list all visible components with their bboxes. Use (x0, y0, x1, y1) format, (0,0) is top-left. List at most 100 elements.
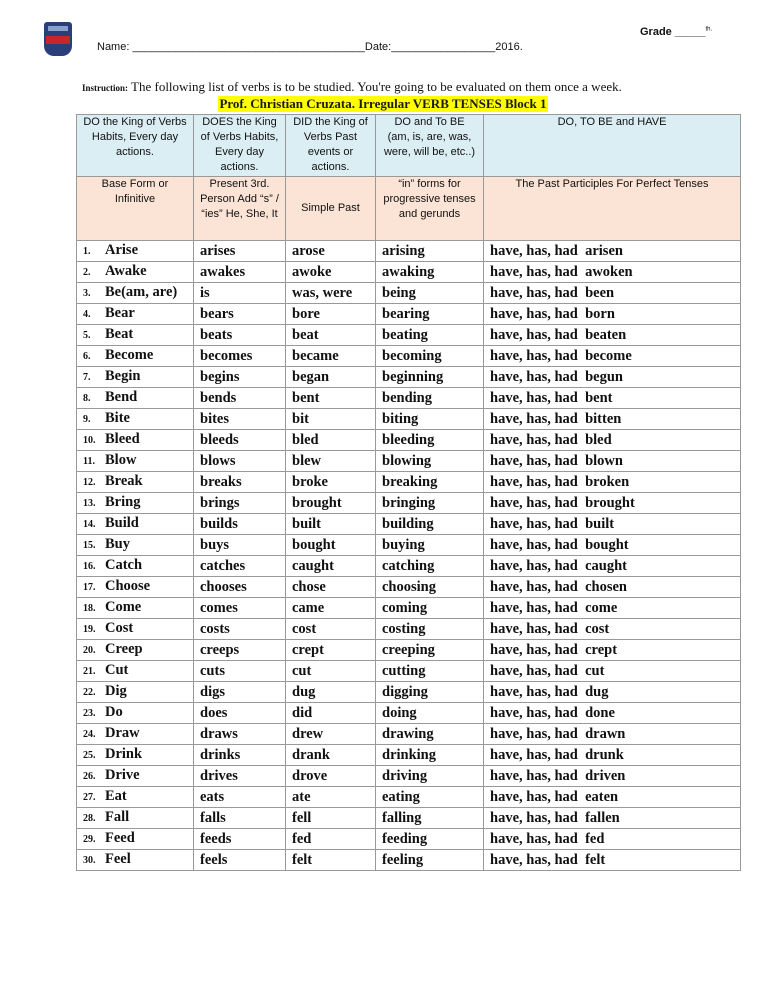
cell-text: came (292, 599, 325, 616)
row-number: 4. (83, 309, 91, 320)
table-cell: bleeding (375, 429, 484, 451)
table-cell: have, has, had drunk (483, 744, 741, 766)
cell-text: Cut (105, 662, 129, 678)
table-cell: bends (193, 387, 286, 409)
table-cell: is (193, 282, 286, 304)
table-cell: have, has, had chosen (483, 576, 741, 598)
table-cell: 11. Blow (76, 450, 194, 472)
table-row: 13. Bring brings brought bringing have, has, … (76, 492, 741, 514)
cell-text: begins (200, 368, 240, 385)
cell-text: have, has, had bent (490, 389, 613, 406)
table-cell: bled (285, 429, 376, 451)
table-cell: breaks (193, 471, 286, 493)
table-cell: dug (285, 681, 376, 703)
table-row: 27. Eat eats ate eating have, has, had eaten (76, 786, 741, 808)
cell-text: cut (292, 662, 312, 679)
cell-text: feeding (382, 830, 428, 847)
cell-text: Bring (105, 494, 141, 510)
table-cell: 27. Eat (76, 786, 194, 808)
table-cell: feeling (375, 849, 484, 871)
table-cell: falls (193, 807, 286, 829)
cell-text: choosing (382, 578, 436, 595)
table-cell: have, has, had born (483, 303, 741, 325)
row-number: 9. (83, 414, 91, 425)
cell-text: buys (200, 536, 230, 553)
table-cell: choosing (375, 576, 484, 598)
table-cell: becomes (193, 345, 286, 367)
cell-text: draws (200, 725, 238, 742)
cell-text: have, has, had chosen (490, 578, 627, 595)
cell-text: have, has, had crept (490, 641, 618, 658)
table-cell: blew (285, 450, 376, 472)
table-row: 5. Beat beats beat beating have, has, had bea… (76, 324, 741, 346)
table-cell: beating (375, 324, 484, 346)
header-cell: DO the King of Verbs Habits, Every day a… (76, 114, 194, 177)
row-number: 21. (83, 666, 96, 677)
cell-text: cutting (382, 662, 426, 679)
header-row-1: DO the King of Verbs Habits, Every day a… (76, 114, 741, 177)
row-number: 3. (83, 288, 91, 299)
cell-text: being (382, 284, 416, 301)
table-row: 6. Become becomes became becoming have, has, … (76, 345, 741, 367)
cell-text: feeds (200, 830, 232, 847)
cell-text: bending (382, 389, 432, 406)
cell-text: Break (105, 473, 143, 489)
table-cell: 14. Build (76, 513, 194, 535)
cell-text: Bite (105, 410, 130, 426)
table-cell: 30. Feel (76, 849, 194, 871)
table-row: 4. Bear bears bore bearing have, has, had bor… (76, 303, 741, 325)
table-cell: feeding (375, 828, 484, 850)
cell-text: have, has, had driven (490, 767, 626, 784)
table-cell: have, has, had brought (483, 492, 741, 514)
cell-text: crept (292, 641, 324, 658)
cell-text: Build (105, 515, 139, 531)
cell-text: drawing (382, 725, 434, 742)
table-cell: awaking (375, 261, 484, 283)
cell-text: beat (292, 326, 319, 343)
cell-text: costing (382, 620, 426, 637)
row-number: 22. (83, 687, 96, 698)
cell-text: have, has, had caught (490, 557, 627, 574)
cell-text: Drink (105, 746, 143, 762)
table-cell: 20. Creep (76, 639, 194, 661)
table-cell: 29. Feed (76, 828, 194, 850)
cell-text: drew (292, 725, 324, 742)
table-cell: drove (285, 765, 376, 787)
table-cell: 2. Awake (76, 261, 194, 283)
table-cell: cut (285, 660, 376, 682)
table-cell: 16. Catch (76, 555, 194, 577)
row-number: 20. (83, 645, 96, 656)
cell-text: blowing (382, 452, 432, 469)
table-cell: blowing (375, 450, 484, 472)
table-cell: bit (285, 408, 376, 430)
table-cell: 18. Come (76, 597, 194, 619)
row-number: 18. (83, 603, 96, 614)
cell-text: have, has, had cost (490, 620, 610, 637)
row-number: 12. (83, 477, 96, 488)
table-cell: 12. Break (76, 471, 194, 493)
table-cell: beat (285, 324, 376, 346)
cell-text: becomes (200, 347, 253, 364)
cell-text: drove (292, 767, 328, 784)
cell-text: blows (200, 452, 236, 469)
table-cell: costing (375, 618, 484, 640)
table-cell: have, has, had crept (483, 639, 741, 661)
table-cell: drank (285, 744, 376, 766)
table-cell: have, has, had fed (483, 828, 741, 850)
cell-text: bleeding (382, 431, 435, 448)
table-cell: 4. Bear (76, 303, 194, 325)
cell-text: Draw (105, 725, 140, 741)
table-cell: have, has, had caught (483, 555, 741, 577)
cell-text: ate (292, 788, 311, 805)
table-cell: biting (375, 408, 484, 430)
cell-text: biting (382, 410, 419, 427)
table-cell: 15. Buy (76, 534, 194, 556)
table-cell: have, has, had become (483, 345, 741, 367)
row-number: 15. (83, 540, 96, 551)
table-row: 16. Catch catches caught catching have, has, … (76, 555, 741, 577)
table-cell: drinks (193, 744, 286, 766)
table-cell: have, has, had drawn (483, 723, 741, 745)
cell-text: beats (200, 326, 233, 343)
cell-text: built (292, 515, 322, 532)
table-cell: breaking (375, 471, 484, 493)
